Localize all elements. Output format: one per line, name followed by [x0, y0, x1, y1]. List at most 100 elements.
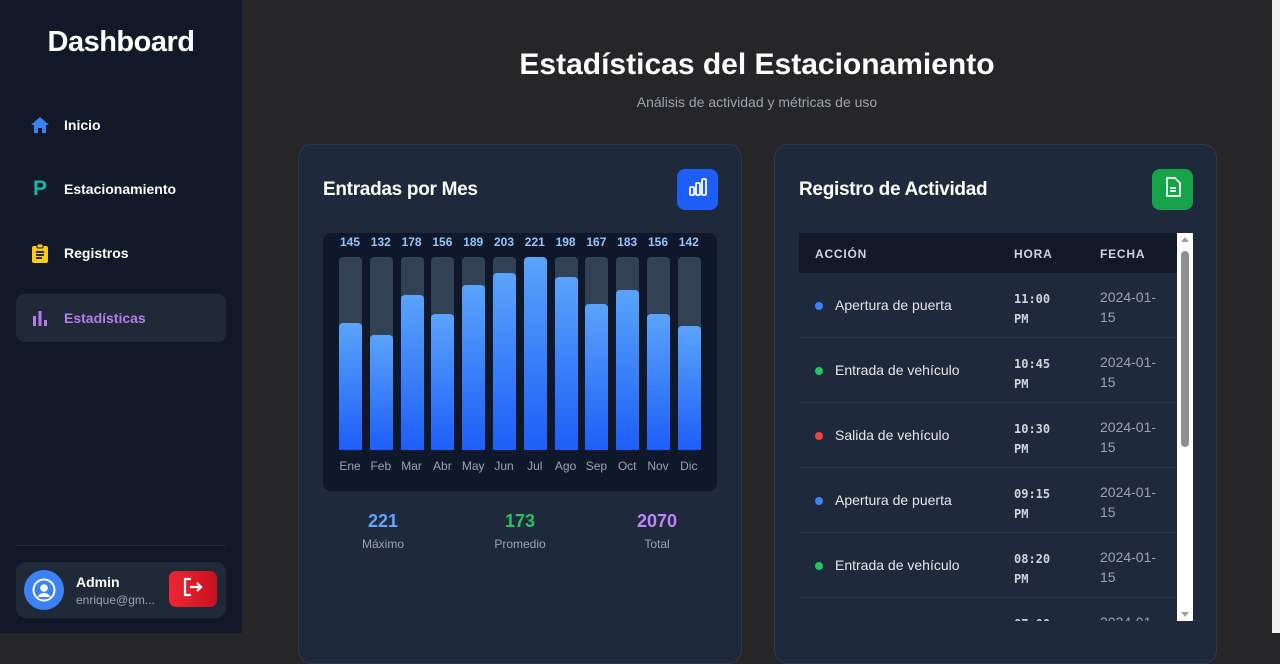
action-cell: Salida de vehículo [835, 427, 950, 443]
activity-card: Registro de Actividad ACCIÓN HORA FECHA … [774, 144, 1217, 664]
bar [554, 277, 578, 450]
month-label: Jul [527, 459, 543, 473]
month-label: Ene [339, 459, 361, 473]
time-cell: 11:00 PM [1014, 292, 1051, 326]
bar-value-label: 145 [339, 235, 361, 249]
activity-card-title: Registro de Actividad [799, 179, 988, 200]
bar-track [431, 257, 455, 450]
table-row[interactable]: Mantenimiento 07:00 PM 2024-01-15 [799, 598, 1177, 621]
bar-chart-icon [688, 177, 708, 202]
table-row[interactable]: Entrada de vehículo 08:20 PM 2024-01-15 [799, 533, 1177, 598]
bar-track [554, 257, 578, 450]
column-header: HORA [1014, 247, 1053, 261]
bar-track [585, 257, 609, 450]
bar-track [677, 257, 701, 450]
table-scrollbar[interactable] [1177, 233, 1193, 621]
bar-track [462, 257, 486, 450]
user-name: Admin [76, 574, 120, 590]
bar-value-label: 221 [524, 235, 545, 249]
month-label: Oct [617, 459, 637, 473]
page-title: Estadísticas del Estacionamiento [519, 48, 995, 81]
logout-button[interactable] [169, 571, 217, 607]
bar [523, 257, 547, 450]
time-cell: 10:45 PM [1014, 357, 1051, 391]
bar-track [647, 257, 670, 450]
scrollbar-thumb[interactable] [1181, 251, 1189, 447]
table-row[interactable]: Salida de vehículo 10:30 PM 2024-01-15 [799, 403, 1177, 468]
action-cell: Apertura de puerta [835, 492, 952, 508]
month-label: Sep [585, 459, 608, 473]
sidebar-item-label: Inicio [64, 117, 101, 133]
chart-card-title: Entradas por Mes [323, 179, 478, 200]
column-header: ACCIÓN [815, 247, 868, 261]
bar-value-label: 178 [401, 235, 422, 249]
scroll-up-icon[interactable] [1181, 237, 1189, 242]
bar-value-label: 203 [493, 235, 515, 249]
table-row[interactable]: Apertura de puerta 11:00 PM 2024-01-15 [799, 273, 1177, 338]
status-dot-icon [815, 432, 823, 440]
stat-label: Máximo [361, 537, 404, 551]
bar-track [339, 257, 362, 450]
chart-card: Entradas por Mes 145 Ene 132 Feb 178 Mar 15… [298, 144, 742, 664]
time-cell: 09:15 PM [1014, 487, 1051, 521]
stat-average: 173 Promedio [460, 511, 580, 551]
sidebar: Dashboard Inicio P Estacionamiento Regis… [0, 0, 242, 633]
time-cell: 10:30 PM [1014, 422, 1051, 456]
chart-button[interactable] [677, 169, 718, 210]
stat-total: 2070 Total [597, 511, 717, 551]
bar [431, 313, 455, 450]
bar-value-label: 183 [617, 235, 638, 249]
bar [369, 334, 393, 450]
sidebar-item-estacionamiento[interactable]: P Estacionamiento [16, 165, 226, 213]
bar-chart-icon [30, 308, 50, 328]
parking-icon: P [32, 177, 47, 200]
month-label: Nov [647, 459, 669, 473]
date-cell: 2024-01-15 [1100, 549, 1157, 585]
scroll-down-icon[interactable] [1181, 612, 1189, 617]
bar-track [493, 257, 516, 450]
bar-track [369, 257, 393, 450]
table-header: ACCIÓN HORA FECHA [799, 233, 1177, 273]
user-panel: Admin enrique@gm... [16, 562, 226, 618]
document-icon [1164, 177, 1182, 202]
stat-label: Promedio [494, 537, 546, 551]
stat-label: Total [644, 537, 670, 551]
avatar [24, 570, 64, 610]
bar-value-label: 167 [586, 235, 607, 249]
stat-value: 173 [504, 511, 536, 531]
sidebar-item-inicio[interactable]: Inicio [16, 101, 226, 149]
date-cell: 2024-01-15 [1100, 612, 1160, 621]
status-dot-icon [815, 367, 823, 375]
user-email: enrique@gm... [76, 593, 155, 607]
month-label: Ago [554, 459, 577, 473]
status-dot-icon [815, 562, 823, 570]
sidebar-item-label: Estadísticas [64, 310, 146, 326]
table-row[interactable]: Entrada de vehículo 10:45 PM 2024-01-15 [799, 338, 1177, 403]
home-icon [30, 115, 50, 135]
sidebar-item-estadisticas[interactable]: Estadísticas [16, 294, 226, 342]
table-row[interactable]: Apertura de puerta 09:15 PM 2024-01-15 [799, 468, 1177, 533]
logout-icon [182, 577, 204, 602]
month-label: Abr [433, 459, 452, 473]
sidebar-item-registros[interactable]: Registros [16, 229, 226, 277]
bar-value-label: 142 [678, 235, 699, 249]
report-button[interactable] [1152, 169, 1193, 210]
divider [16, 545, 226, 546]
bar-track [400, 257, 424, 450]
month-label: Jun [494, 459, 514, 473]
date-cell: 2024-01-15 [1100, 289, 1157, 325]
bar-value-label: 189 [463, 235, 484, 249]
action-cell: Apertura de puerta [835, 297, 952, 313]
activity-table: ACCIÓN HORA FECHA Apertura de puerta 11:… [799, 233, 1193, 621]
bar [677, 326, 701, 450]
sidebar-item-label: Registros [64, 245, 129, 261]
action-cell: Entrada de vehículo [835, 557, 960, 573]
sidebar-item-label: Estacionamiento [64, 181, 177, 197]
action-cell: Entrada de vehículo [835, 362, 960, 378]
bar-value-label: 198 [555, 235, 576, 249]
page-scrollbar[interactable] [1272, 0, 1280, 633]
bar [647, 313, 670, 450]
stat-value: 221 [367, 511, 399, 531]
date-cell: 2024-01-15 [1100, 354, 1157, 390]
stat-max: 221 Máximo [323, 511, 443, 551]
